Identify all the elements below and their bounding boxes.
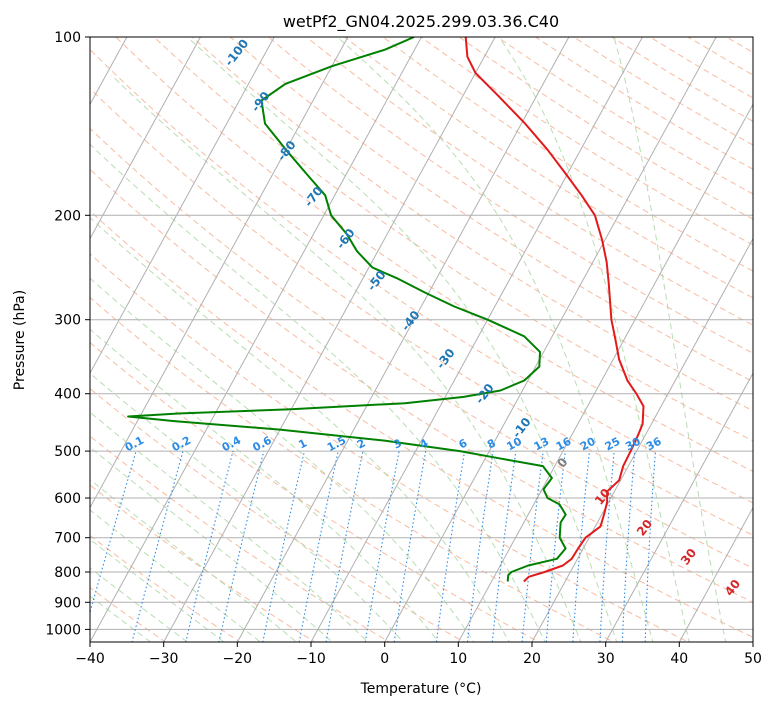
y-tick-label: 300 bbox=[54, 313, 81, 329]
chart-title: wetPf2_GN04.2025.299.03.36.C40 bbox=[283, 12, 559, 32]
y-tick-label: 700 bbox=[54, 531, 81, 547]
x-tick-label: 30 bbox=[597, 651, 615, 667]
x-tick-label: −20 bbox=[223, 651, 253, 667]
x-tick-label: 50 bbox=[744, 651, 762, 667]
y-tick-label: 100 bbox=[54, 30, 81, 46]
x-tick-label: −30 bbox=[149, 651, 179, 667]
x-tick-label: 40 bbox=[670, 651, 688, 667]
y-tick-label: 900 bbox=[54, 595, 81, 611]
x-tick-label: 0 bbox=[380, 651, 389, 667]
x-axis-label: Temperature (°C) bbox=[360, 681, 482, 697]
y-axis-label: Pressure (hPa) bbox=[12, 290, 28, 390]
x-tick-label: 10 bbox=[449, 651, 467, 667]
x-tick-label: 20 bbox=[523, 651, 541, 667]
y-tick-label: 200 bbox=[54, 208, 81, 224]
x-tick-label: −10 bbox=[296, 651, 326, 667]
y-tick-label: 500 bbox=[54, 444, 81, 460]
x-tick-label: −40 bbox=[75, 651, 105, 667]
y-tick-label: 600 bbox=[54, 491, 81, 507]
y-tick-label: 400 bbox=[54, 387, 81, 403]
y-tick-label: 1000 bbox=[45, 622, 81, 638]
y-tick-label: 800 bbox=[54, 565, 81, 581]
